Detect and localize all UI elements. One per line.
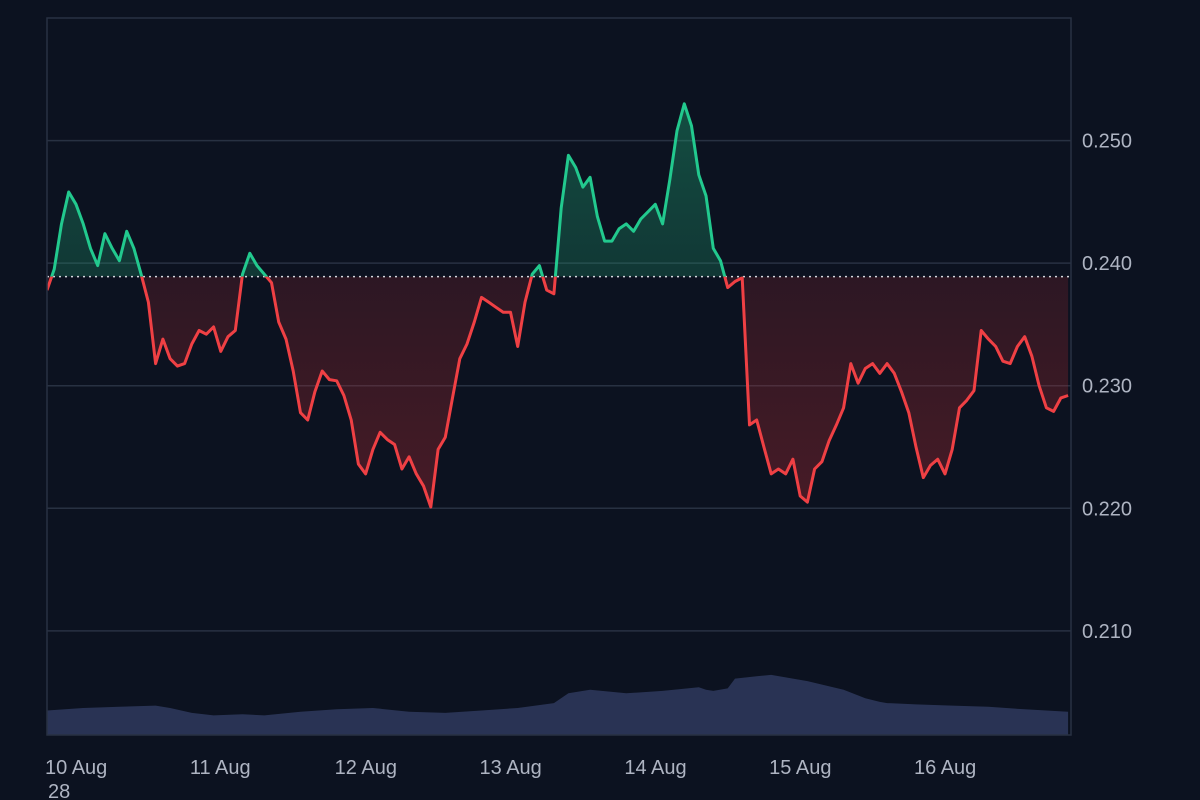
price-line-above-baseline	[50, 102, 744, 277]
x-tick-label: 12 Aug	[335, 757, 397, 779]
y-axis: 0.210 0.220 0.230 0.240 0.250	[1082, 131, 1132, 643]
x-axis: 10 Aug 11 Aug 12 Aug 13 Aug 14 Aug 15 Au…	[45, 757, 976, 779]
plot-frame	[46, 17, 1072, 736]
y-tick-label: 0.250	[1082, 131, 1132, 153]
volume-area	[47, 674, 1069, 735]
x-tick-label: 13 Aug	[480, 757, 542, 779]
grid-lines	[47, 139, 1071, 632]
x-tick-label: 14 Aug	[624, 757, 686, 779]
price-fill-below-baseline	[47, 276, 1069, 507]
x-tick-label: 16 Aug	[914, 757, 976, 779]
x-tick-label: 11 Aug	[190, 757, 251, 779]
footnote-label: 28	[48, 781, 70, 800]
y-tick-label: 0.220	[1082, 498, 1132, 520]
x-tick-label: 15 Aug	[769, 757, 831, 779]
y-tick-label: 0.230	[1082, 376, 1132, 398]
y-tick-label: 0.240	[1082, 253, 1132, 275]
y-tick-label: 0.210	[1082, 621, 1132, 643]
x-tick-label: 10 Aug	[45, 757, 107, 779]
price-line-below-baseline	[47, 276, 1069, 509]
